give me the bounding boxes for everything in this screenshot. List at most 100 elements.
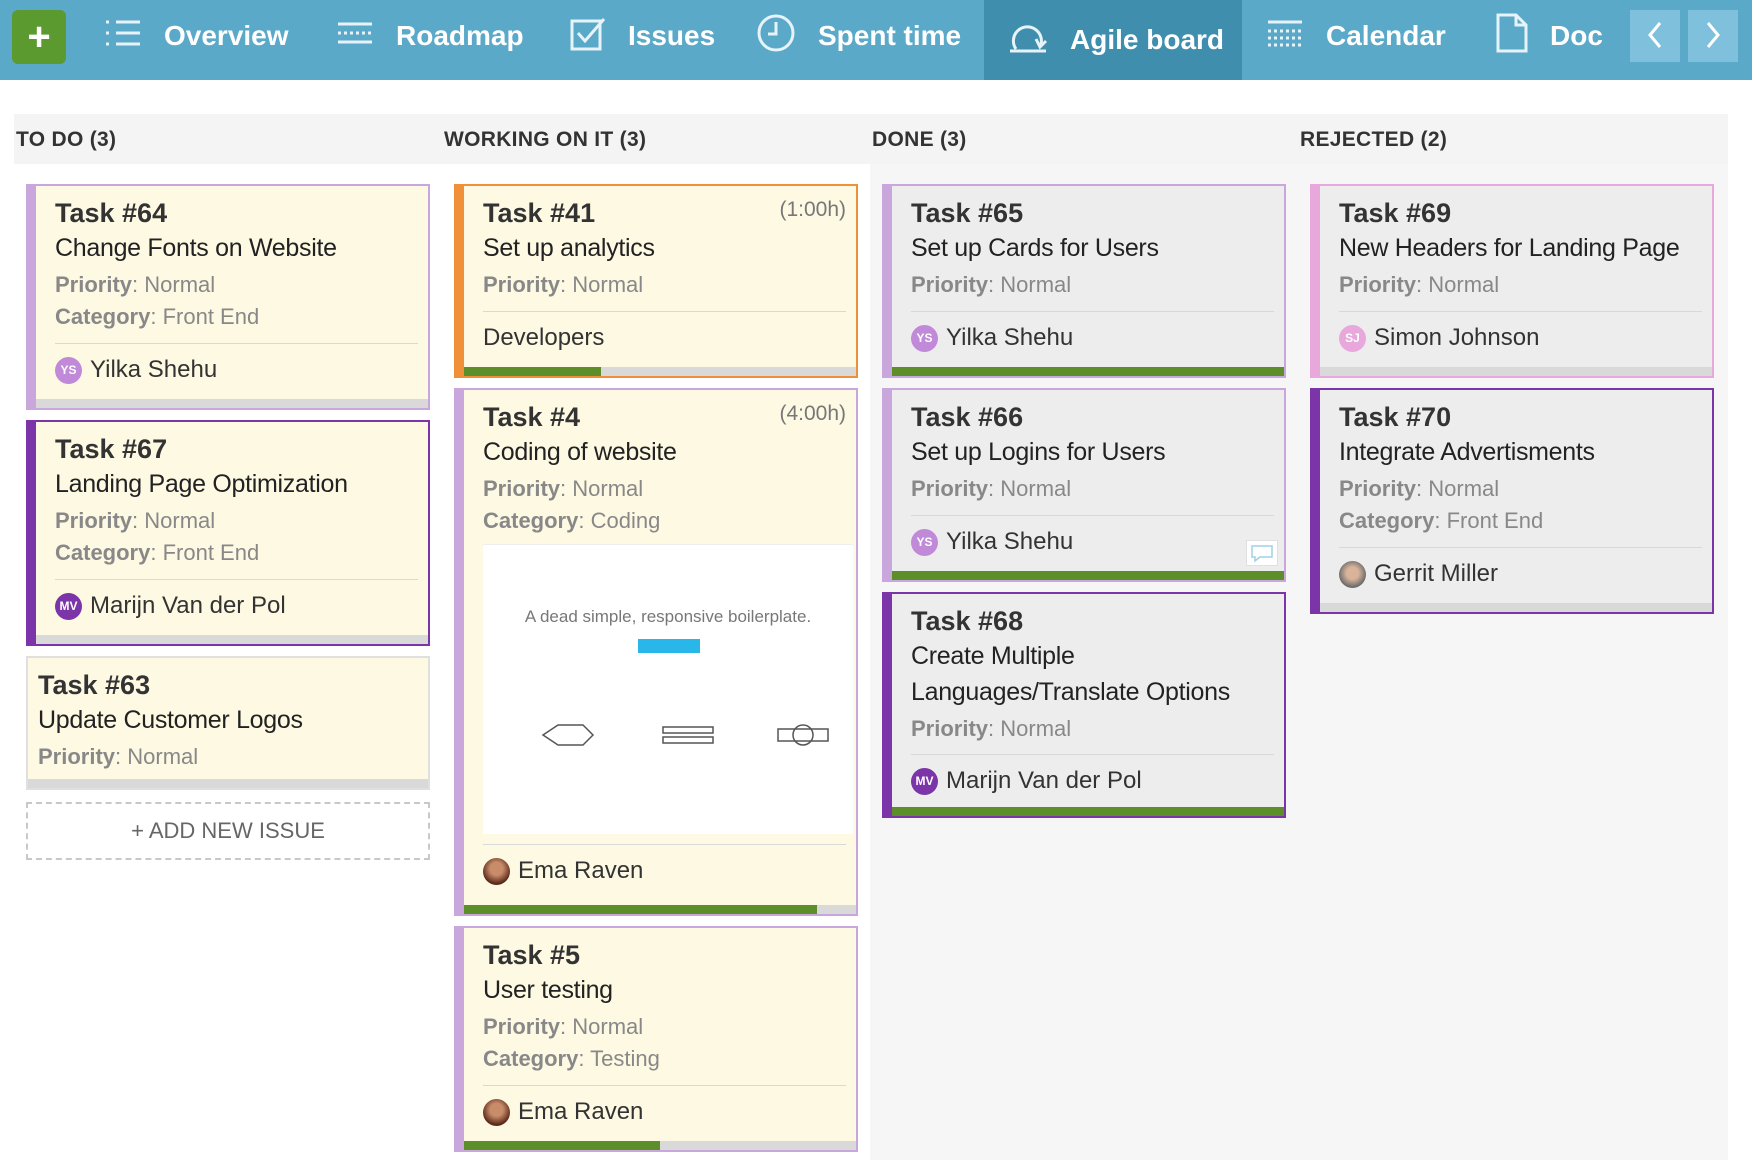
issue-card-4[interactable]: Task #4 (4:00h) Coding of website Priori…: [454, 388, 858, 916]
progress-bar: [464, 1141, 856, 1150]
add-button[interactable]: +: [12, 10, 66, 64]
avatar: YS: [55, 356, 82, 384]
card-priority: Priority: Normal: [483, 476, 644, 501]
card-divider: [911, 515, 1274, 516]
nav-issues[interactable]: Issues: [570, 0, 715, 72]
progress-bar: [892, 807, 1284, 816]
card-divider: [483, 311, 846, 312]
card-divider: [483, 1085, 846, 1086]
progress-bar: [28, 779, 428, 788]
card-subject: Landing Page Optimization: [55, 470, 348, 498]
card-priority: Priority: Normal: [55, 272, 216, 297]
card-priority: Priority: Normal: [1339, 476, 1500, 501]
avatar: YS: [911, 528, 938, 556]
attachment-thumbnail[interactable]: A dead simple, responsive boilerplate.: [483, 544, 853, 834]
chevron-left-icon: [1648, 22, 1662, 48]
card-title: Task #68: [911, 606, 1024, 636]
card-category: Category: Testing: [483, 1046, 660, 1071]
issue-card-65[interactable]: Task #65 Set up Cards for Users Priority…: [882, 184, 1286, 378]
card-subject: Integrate Advertisments: [1339, 438, 1595, 466]
card-subject: New Headers for Landing Page: [1339, 234, 1680, 262]
progress-bar: [36, 399, 428, 408]
thumbnail-headline: A dead simple, responsive boilerplate.: [524, 607, 812, 626]
card-divider: [1339, 547, 1702, 548]
card-assignee: MV Marijn Van der Pol: [911, 767, 1142, 795]
card-divider: [483, 844, 846, 845]
document-icon: [1496, 13, 1528, 60]
avatar: SJ: [1339, 324, 1366, 352]
avatar: [1339, 560, 1366, 588]
card-category: Category: Front End: [1339, 508, 1544, 533]
card-assignee: MV Marijn Van der Pol: [55, 592, 286, 620]
card-title: Task #5: [483, 940, 581, 970]
progress-bar: [464, 905, 856, 914]
issue-card-70[interactable]: Task #70 Integrate Advertisments Priorit…: [1310, 388, 1714, 614]
nav-spent-time[interactable]: Spent time: [756, 0, 961, 72]
nav-label: Spent time: [818, 20, 962, 51]
issue-card-41[interactable]: Task #41 (1:00h) Set up analytics Priori…: [454, 184, 858, 378]
card-assignee: Ema Raven: [483, 857, 643, 885]
nav-agile-board[interactable]: Agile board: [984, 0, 1242, 80]
nav-documents[interactable]: Doc: [1496, 0, 1603, 72]
card-subject: Change Fonts on Website: [55, 234, 337, 262]
card-title: Task #69: [1339, 198, 1452, 228]
nav-prev-button[interactable]: [1630, 10, 1680, 62]
avatar: [483, 1098, 510, 1126]
progress-bar: [36, 635, 428, 644]
column-title-working: WORKING ON IT (3): [444, 128, 647, 151]
thumbnail-button-graphic: [638, 639, 700, 653]
add-new-issue-button[interactable]: + ADD NEW ISSUE: [26, 802, 430, 860]
top-nav-bar: + Overview Roadmap Issues Spent time Agi…: [0, 0, 1752, 80]
avatar: MV: [55, 592, 82, 620]
issue-card-69[interactable]: Task #69 New Headers for Landing Page Pr…: [1310, 184, 1714, 378]
card-time: (1:00h): [779, 198, 846, 221]
progress-bar: [1320, 603, 1712, 612]
card-divider: [1339, 311, 1702, 312]
checkbox-icon: [570, 15, 606, 58]
nav-label: Issues: [628, 20, 716, 51]
card-divider: [911, 754, 1274, 755]
card-subject: Coding of website: [483, 438, 677, 466]
card-title: Task #67: [55, 434, 168, 464]
nav-roadmap[interactable]: Roadmap: [336, 0, 524, 72]
column-title-rejected: REJECTED (2): [1300, 128, 1448, 151]
card-title: Task #63: [38, 670, 151, 700]
clock-icon: [756, 13, 796, 60]
card-category: Category: Front End: [55, 304, 260, 329]
nav-next-button[interactable]: [1688, 10, 1738, 62]
nav-label: Agile board: [1070, 24, 1225, 55]
card-priority: Priority: Normal: [911, 716, 1072, 741]
issue-card-64[interactable]: Task #64 Change Fonts on Website Priorit…: [26, 184, 430, 410]
card-subject-line-1: Create Multiple: [911, 642, 1075, 670]
nav-overview[interactable]: Overview: [104, 0, 289, 72]
card-subject: User testing: [483, 976, 613, 1004]
card-priority: Priority: Normal: [911, 272, 1072, 297]
progress-bar: [892, 367, 1284, 376]
avatar: YS: [911, 324, 938, 352]
card-divider: [55, 343, 418, 344]
card-assignee: YS Yilka Shehu: [911, 324, 1073, 352]
nav-label: Overview: [164, 20, 289, 51]
calendar-icon: [1266, 18, 1304, 55]
board-header: TO DO (3) WORKING ON IT (3) DONE (3) REJ…: [14, 114, 1728, 164]
nav-calendar[interactable]: Calendar: [1266, 0, 1446, 72]
progress-bar: [1320, 367, 1712, 376]
comment-icon[interactable]: [1246, 540, 1278, 566]
issue-card-5[interactable]: Task #5 User testing Priority: Normal Ca…: [454, 926, 858, 1152]
nav-label: Doc: [1550, 20, 1603, 51]
issue-card-67[interactable]: Task #67 Landing Page Optimization Prior…: [26, 420, 430, 646]
issue-card-63[interactable]: Task #63 Update Customer Logos Priority:…: [26, 656, 430, 790]
issue-card-66[interactable]: Task #66 Set up Logins for Users Priorit…: [882, 388, 1286, 582]
card-assignee: SJ Simon Johnson: [1339, 324, 1539, 352]
card-priority: Priority: Normal: [911, 476, 1072, 501]
issue-card-68[interactable]: Task #68 Create Multiple Languages/Trans…: [882, 592, 1286, 818]
progress-bar: [464, 367, 856, 376]
card-assignee: YS Yilka Shehu: [911, 528, 1073, 556]
card-category: Category: Coding: [483, 508, 661, 533]
avatar: [483, 857, 510, 885]
card-priority: Priority: Normal: [55, 508, 216, 533]
card-divider: [911, 311, 1274, 312]
progress-bar: [892, 571, 1284, 580]
card-category: Category: Front End: [55, 540, 260, 565]
card-title: Task #66: [911, 402, 1024, 432]
